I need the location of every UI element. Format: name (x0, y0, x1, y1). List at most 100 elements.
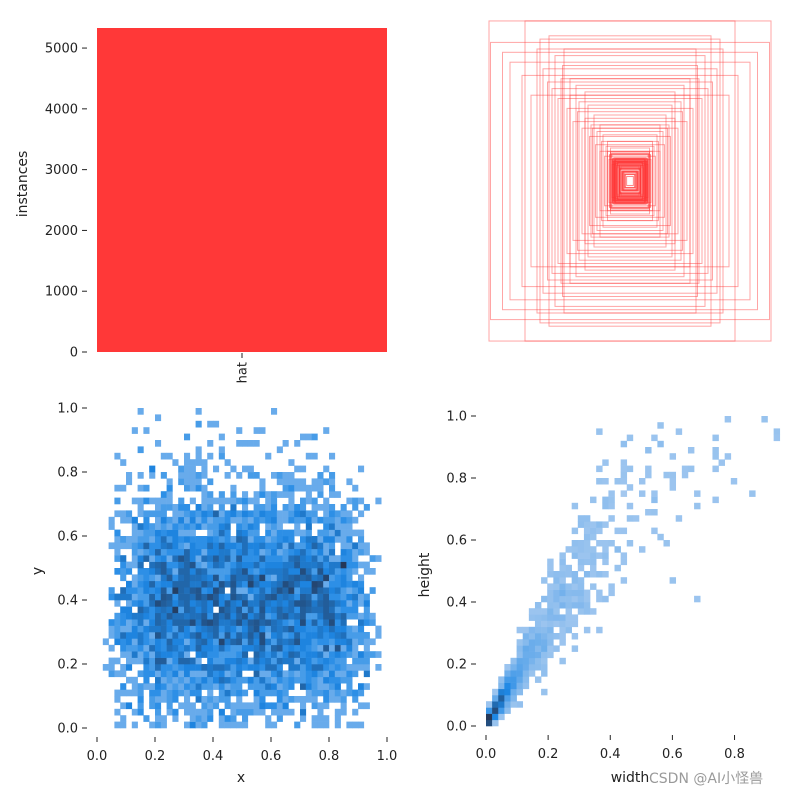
xy-histogram-cell (172, 600, 179, 607)
xy-histogram-cell (265, 683, 272, 690)
xy-histogram-cell (305, 433, 312, 441)
xy-histogram-cell (131, 548, 138, 556)
xy-histogram-cell (242, 676, 249, 684)
xy-histogram-cell (282, 593, 289, 601)
xy-histogram-cell (178, 644, 185, 652)
xy-histogram-cell (114, 548, 121, 556)
wh-ytick-0.0-label: 0.0 (446, 720, 467, 735)
wh-histogram-cell (559, 633, 566, 640)
xy-histogram-cell (346, 536, 353, 543)
xy-histogram-cell (288, 529, 295, 537)
xy-histogram-cell (172, 542, 179, 550)
wh-histogram-cell (528, 645, 536, 652)
xy-histogram-cell (114, 484, 121, 492)
xy-histogram-cell (323, 721, 330, 729)
xy-histogram-cell (282, 619, 289, 626)
wh-histogram-cell (614, 546, 621, 553)
xy-histogram-cell (311, 568, 318, 575)
xy-histogram-cell (230, 625, 237, 633)
wh-histogram-cell (577, 564, 585, 572)
xy-histogram-cell (137, 472, 144, 479)
xy-histogram-cell (265, 536, 272, 543)
xy-histogram-cell (184, 516, 191, 524)
xy-histogram-cell (282, 651, 289, 658)
xy-histogram-cell (259, 664, 266, 671)
wh-histogram-cell (596, 571, 603, 578)
xy-histogram-cell (305, 606, 312, 614)
xy-histogram-cell (305, 657, 312, 665)
xy-histogram-cell (189, 510, 196, 518)
xy-histogram-cell (137, 612, 144, 620)
xy-histogram-cell (131, 651, 138, 658)
xy-histogram-cell (230, 504, 237, 511)
xy-histogram-cell (120, 632, 127, 639)
xy-histogram-cell (340, 702, 347, 710)
xy-histogram-cell (358, 721, 365, 729)
xy-histogram-cell (236, 619, 243, 626)
xy-histogram-cell (201, 619, 208, 626)
wh-histogram-cell (687, 465, 695, 473)
xy-histogram-cell (259, 606, 266, 614)
xy-histogram-cell (288, 593, 295, 601)
wh-histogram-cell (590, 546, 597, 553)
xy-histogram-cell (189, 664, 196, 671)
xy-histogram-cell (230, 484, 237, 492)
xy-histogram-cell (131, 580, 138, 588)
xy-histogram-cell (352, 529, 359, 537)
xy-histogram-cell (224, 555, 231, 562)
xy-histogram-cell (259, 510, 266, 518)
xy-histogram-cell (305, 625, 312, 633)
xy-histogram-cell (329, 600, 336, 607)
xy-histogram-cell (149, 632, 156, 639)
xy-histogram-cell (114, 696, 121, 703)
wh-histogram-cells (486, 416, 781, 727)
xy-histogram-cell (329, 696, 336, 703)
xy-histogram-cell (213, 619, 220, 626)
xy-histogram-cell (242, 651, 249, 658)
box-outline (599, 124, 661, 238)
xy-histogram-cell (334, 600, 341, 607)
xy-histogram-cell (224, 574, 231, 582)
xy-histogram-cell (172, 689, 179, 697)
xy-histogram-cell (230, 638, 237, 646)
wh-histogram-cell (571, 502, 579, 510)
xy-histogram-cell (149, 536, 156, 543)
xy-histogram-cell (178, 523, 185, 530)
xy-histogram-cell (189, 689, 196, 697)
xy-histogram-cell (323, 612, 330, 620)
xy-histogram-cell (184, 619, 191, 626)
xy-histogram-cell (334, 612, 341, 620)
xy-x-ticks: 0.0 0.2 0.4 0.6 0.8 1.0 (87, 737, 397, 764)
wh-histogram-cell (559, 595, 566, 603)
xy-histogram-cell (213, 523, 220, 530)
xy-histogram-cell (276, 491, 283, 498)
xy-histogram-cell (311, 484, 318, 492)
wh-histogram-cell (528, 626, 536, 634)
xy-histogram-cell (178, 593, 185, 601)
xy-histogram-cell (137, 625, 144, 633)
wh-histogram-cell (541, 620, 548, 628)
xy-histogram-cell (218, 529, 225, 537)
wh-histogram-cell (498, 688, 505, 696)
wh-histogram-cell (620, 440, 628, 448)
wh-histogram-cell (541, 577, 548, 584)
xy-histogram-cell (334, 625, 341, 633)
xy-histogram-cell (126, 625, 133, 633)
wh-histogram-cell (510, 657, 517, 665)
wh-y-axis-label: height (417, 552, 433, 597)
xy-histogram-cell (160, 497, 167, 505)
xy-histogram-cell (149, 683, 156, 690)
xy-histogram-cell (242, 542, 249, 550)
xy-histogram-cell (375, 555, 382, 562)
xy-histogram-cell (340, 548, 347, 556)
xy-histogram-cell (346, 548, 353, 556)
wh-histogram-cell (602, 496, 609, 504)
xy-histogram-cell (242, 516, 249, 524)
xy-histogram-cell (195, 696, 202, 703)
xy-histogram-cell (265, 651, 272, 658)
xy-histogram-cell (247, 644, 254, 652)
xy-histogram-cell (149, 619, 156, 626)
xy-histogram-cell (311, 504, 318, 511)
xy-histogram-cell (201, 702, 208, 710)
wh-histogram-cell (565, 626, 572, 634)
